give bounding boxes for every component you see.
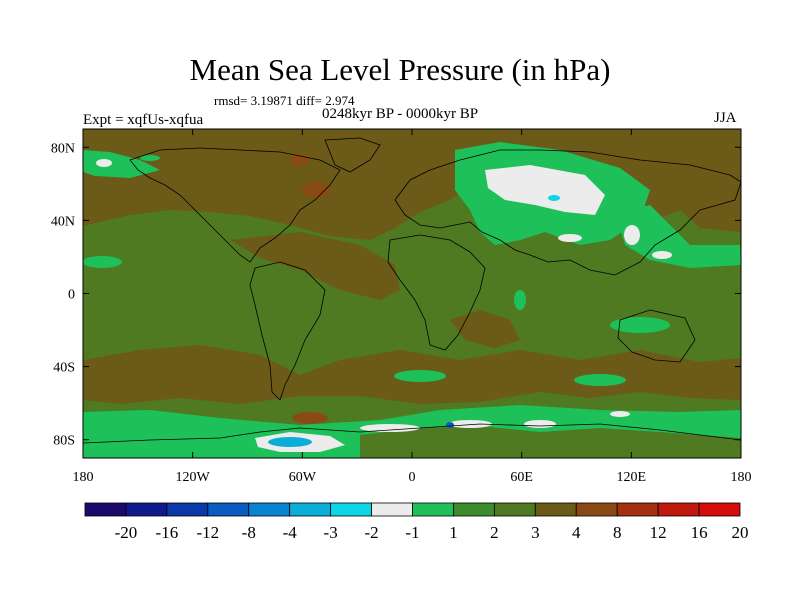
lon-tick-label: 120W — [176, 470, 211, 485]
colorbar-label: 4 — [572, 523, 581, 542]
season-label: JJA — [714, 110, 737, 126]
period-label: 0248kyr BP - 0000kyr BP — [322, 106, 479, 122]
lon-tick-label: 180 — [73, 470, 94, 485]
lat-tick-label: 80S — [53, 434, 75, 449]
colorbar — [84, 502, 741, 517]
colorbar-swatch — [698, 502, 741, 517]
colorbar-label: 16 — [691, 523, 708, 542]
coastlines — [83, 137, 741, 444]
colorbar-label: -16 — [156, 523, 179, 542]
contour-green-arctic — [83, 150, 160, 178]
colorbar-swatch — [166, 502, 209, 517]
colorbar-swatch — [330, 502, 372, 517]
lat-tick-label: 40N — [51, 214, 75, 229]
coast-africa — [387, 234, 486, 351]
colorbar-labels: -20 -16 -12 -8 -4 -3 -2 -1 1 2 3 4 8 12 16 20 — [115, 523, 749, 542]
lon-tick-label: 60E — [510, 470, 533, 485]
contour-green-trop-3 — [610, 317, 670, 333]
stats-label: rmsd= 3.19871 diff= 2.974 — [214, 93, 355, 108]
colorbar-swatch — [616, 502, 659, 517]
coast-greenland — [324, 137, 381, 173]
colorbar-swatch — [125, 502, 168, 517]
lat-tick-label: 80N — [51, 141, 75, 156]
colorbar-label: -3 — [324, 523, 338, 542]
contour-cyan-eurasia — [548, 195, 560, 201]
colorbar-swatch — [289, 502, 332, 517]
contour-green-eastasia — [615, 205, 741, 268]
colorbar-label: -20 — [115, 523, 138, 542]
contour-brown-indian — [450, 310, 520, 348]
contour-white-antarctic-4 — [524, 420, 556, 428]
colorbar-swatch — [207, 502, 250, 517]
contour-green-south-3 — [574, 374, 626, 386]
contour-brown-atlantic — [230, 232, 400, 300]
contour-white-eastasia — [624, 225, 640, 245]
colorbar-label: -1 — [405, 523, 419, 542]
contour-white-arctic — [96, 159, 112, 167]
colorbar-label: -2 — [364, 523, 378, 542]
contour-green-arctic-2 — [140, 155, 160, 161]
contour-dark-brown-1 — [302, 182, 330, 198]
lon-tick-label: 60W — [289, 470, 317, 485]
colorbar-label: 1 — [449, 523, 458, 542]
lon-axis: 180 120W 60W 0 60E 120E 180 — [73, 129, 752, 485]
contour-cyan-antarctic — [268, 437, 312, 447]
colorbar-label: 2 — [490, 523, 499, 542]
contour-white-antarctic-5 — [610, 411, 630, 417]
colorbar-swatch — [493, 502, 536, 517]
contour-brown-antarctic — [360, 426, 741, 458]
colorbar-swatch — [371, 502, 413, 517]
colorbar-label: -12 — [196, 523, 219, 542]
lat-tick-label: 0 — [68, 288, 75, 303]
lon-tick-label: 180 — [731, 470, 752, 485]
coast-europe-asia — [394, 149, 741, 276]
contour-white-antarctic-3 — [448, 420, 492, 428]
lat-tick-label: 40S — [53, 361, 75, 376]
colorbar-swatch — [84, 502, 127, 517]
coast-australia — [617, 309, 696, 363]
contour-white-eurasia — [485, 165, 605, 215]
colorbar-label: 12 — [650, 523, 667, 542]
colorbar-swatch — [453, 502, 495, 517]
colorbar-label: -8 — [242, 523, 256, 542]
coast-north-america — [129, 147, 341, 263]
colorbar-swatch — [657, 502, 700, 517]
colorbar-swatch — [248, 502, 291, 517]
contour-dark-brown-3 — [292, 412, 328, 424]
contour-blue-antarctic — [446, 422, 454, 428]
expt-label: Expt = xqfUs-xqfua — [83, 112, 204, 128]
colorbar-label: 8 — [613, 523, 622, 542]
coast-antarctica — [83, 423, 741, 444]
colorbar-swatch — [575, 502, 618, 517]
colorbar-label: 20 — [732, 523, 749, 542]
colorbar-label: 3 — [531, 523, 540, 542]
contour-white-pacific — [652, 251, 672, 259]
contour-white-india — [558, 234, 582, 242]
colorbar-label: -4 — [283, 523, 298, 542]
lon-tick-label: 120E — [617, 470, 647, 485]
contour-green-south-2 — [394, 370, 446, 382]
coast-south-america — [249, 261, 326, 401]
contour-green-trop-2 — [514, 290, 526, 310]
contour-white-antarctic-2 — [360, 424, 420, 432]
pressure-map — [83, 129, 741, 458]
lon-tick-label: 0 — [409, 470, 416, 485]
contour-green-trop-1 — [83, 256, 122, 268]
lat-axis: 80N 40N 0 40S 80S — [51, 141, 741, 449]
colorbar-swatch — [412, 502, 454, 517]
page-title: Mean Sea Level Pressure (in hPa) — [189, 52, 611, 87]
colorbar-swatch — [534, 502, 577, 517]
